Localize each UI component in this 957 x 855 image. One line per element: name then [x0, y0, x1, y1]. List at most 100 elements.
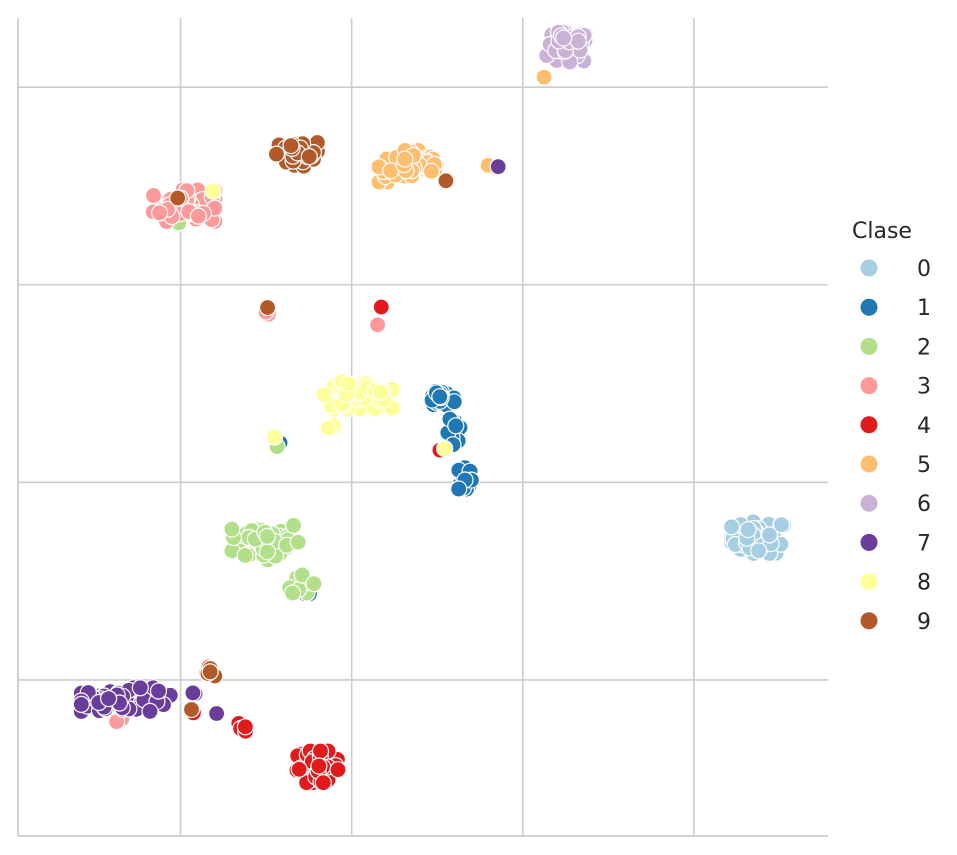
data-point — [151, 204, 169, 222]
series-6 — [538, 23, 594, 71]
data-point — [311, 742, 330, 760]
legend-item-3: 3 — [859, 375, 931, 400]
axes-spines — [17, 18, 828, 837]
data-point — [204, 182, 222, 200]
legend-label: 6 — [917, 492, 931, 517]
series-3 — [106, 181, 387, 731]
data-point — [144, 186, 163, 205]
data-point — [310, 757, 328, 775]
legend-marker — [859, 297, 879, 317]
data-point — [739, 520, 757, 539]
series-4 — [184, 298, 449, 792]
data-point — [760, 526, 779, 544]
legend-label: 1 — [917, 296, 931, 321]
legend-label: 4 — [917, 414, 931, 439]
series-8 — [204, 182, 454, 458]
data-point — [284, 584, 302, 602]
data-point — [372, 298, 390, 316]
data-point — [554, 29, 573, 47]
legend-label: 2 — [917, 335, 931, 360]
data-point — [369, 316, 387, 334]
data-point — [149, 682, 168, 700]
legend-label: 8 — [917, 571, 931, 596]
data-point — [184, 684, 202, 702]
data-point — [189, 207, 207, 225]
data-point — [450, 480, 468, 498]
data-point — [750, 542, 768, 560]
data-point — [282, 137, 300, 155]
data-point — [447, 417, 465, 435]
legend-item-4: 4 — [859, 414, 931, 439]
legend-item-7: 7 — [859, 531, 931, 556]
data-point — [236, 546, 254, 565]
data-point — [72, 695, 90, 714]
legend-label: 7 — [917, 531, 931, 556]
data-point — [396, 150, 414, 168]
data-point — [182, 700, 201, 719]
data-point — [722, 518, 741, 536]
data-point — [293, 566, 311, 584]
legend-label: 3 — [917, 375, 931, 400]
data-points — [72, 23, 793, 792]
legend-marker — [859, 532, 879, 552]
data-point — [489, 158, 507, 176]
data-point — [236, 718, 254, 736]
data-point — [285, 516, 303, 535]
legend-marker — [859, 572, 879, 592]
data-point — [265, 428, 284, 446]
series-0 — [722, 513, 793, 563]
data-point — [437, 172, 455, 190]
data-point — [772, 515, 791, 534]
data-point — [141, 702, 159, 721]
data-point — [223, 520, 241, 538]
legend-item-5: 5 — [859, 453, 931, 478]
series-9 — [169, 133, 455, 719]
data-point — [314, 774, 332, 792]
data-point — [535, 68, 553, 86]
data-point — [208, 704, 226, 723]
data-point — [131, 679, 149, 697]
legend-item-2: 2 — [859, 335, 931, 360]
legend-item-8: 8 — [859, 571, 931, 596]
data-point — [569, 32, 587, 50]
legend-marker — [859, 415, 879, 435]
data-point — [267, 145, 285, 163]
legend-marker — [859, 454, 879, 474]
legend-item-9: 9 — [859, 610, 931, 635]
data-point — [436, 440, 454, 458]
data-point — [319, 419, 337, 437]
data-point — [259, 298, 277, 317]
data-point — [315, 386, 333, 404]
legend-title: Clase — [852, 219, 912, 244]
legend-item-0: 0 — [859, 257, 931, 282]
legend-label: 9 — [917, 610, 931, 635]
data-point — [169, 189, 187, 207]
data-point — [340, 375, 358, 393]
legend-items: 0 1 2 3 4 5 6 7 8 9 — [859, 257, 931, 635]
data-point — [289, 533, 307, 551]
data-point — [258, 527, 276, 546]
data-point — [201, 663, 219, 681]
data-point — [329, 761, 347, 779]
series-2 — [170, 214, 323, 602]
series-7 — [72, 158, 507, 723]
legend-marker — [859, 258, 879, 278]
data-point — [372, 383, 390, 401]
legend-marker — [859, 493, 879, 513]
data-point — [422, 162, 440, 180]
data-point — [300, 148, 318, 166]
legend-marker — [859, 336, 879, 356]
legend-marker — [859, 611, 879, 631]
legend: Clase 0 1 2 3 4 5 6 7 8 9 — [852, 219, 931, 635]
legend-item-6: 6 — [859, 492, 931, 517]
legend-item-1: 1 — [859, 296, 931, 321]
data-point — [258, 543, 276, 561]
legend-label: 5 — [917, 453, 931, 478]
data-point — [290, 760, 308, 778]
data-point — [305, 575, 323, 593]
series-5 — [296, 68, 553, 191]
legend-marker — [859, 376, 879, 396]
data-point — [99, 689, 118, 708]
legend-label: 0 — [917, 257, 931, 282]
